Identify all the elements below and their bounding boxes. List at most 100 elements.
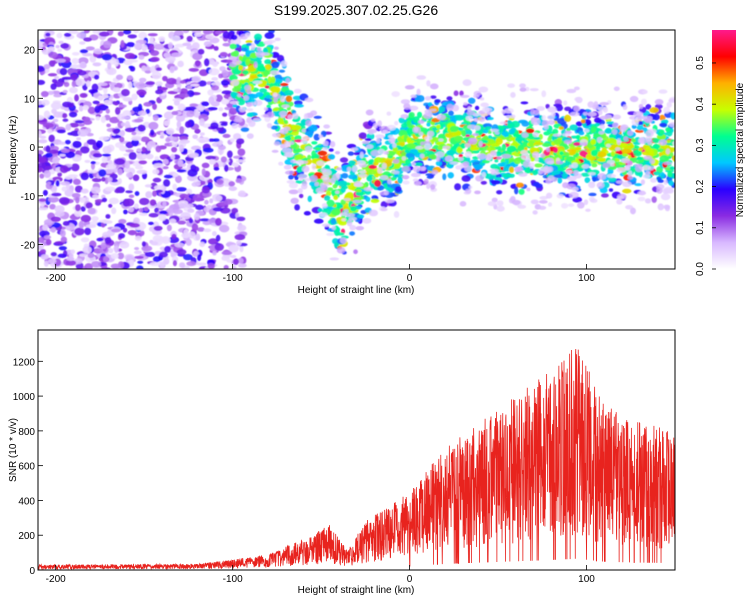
spectrogram-cell (320, 168, 327, 173)
spectrogram-cell (58, 40, 64, 44)
spectrogram-cell (192, 42, 200, 50)
spectrogram-cell (120, 40, 125, 48)
spectrogram-cell (285, 95, 293, 103)
spectrogram-cell (168, 42, 173, 50)
spectrogram-cell (522, 160, 531, 168)
spectrogram-cell (624, 166, 631, 171)
spectrogram-cell (308, 124, 318, 132)
spectrogram-cell (43, 170, 51, 178)
spectrogram-cell (547, 166, 554, 173)
spectrogram-cell (271, 61, 280, 69)
spectrogram-cell (286, 180, 296, 184)
spectrogram-cell (71, 193, 81, 198)
spectrogram-cell (386, 111, 392, 116)
spectrogram-cell (297, 188, 303, 194)
spectrogram-cell (403, 103, 411, 110)
spectrogram-cell (90, 162, 96, 170)
spectrogram-cell (631, 124, 637, 129)
spectrogram-cell (348, 160, 357, 165)
spectrogram-cell (264, 64, 272, 70)
spectrogram-cell (451, 104, 460, 112)
spectrogram-cell (562, 133, 571, 137)
spectrogram-cell (50, 101, 62, 110)
spectrogram-cell (188, 218, 194, 224)
spectrogram-cell (101, 156, 108, 164)
spectrogram-cell (186, 106, 197, 111)
spectrogram-cell (43, 110, 51, 119)
spectrogram-cell (110, 263, 121, 269)
spectrogram-cell (141, 245, 153, 252)
spectrogram-cell (219, 52, 228, 57)
spectrogram-cell (568, 191, 579, 199)
spectrogram-cell (159, 262, 165, 269)
spectrogram-cell (582, 122, 587, 127)
spectrogram-cell (72, 140, 82, 149)
spectrogram-cell (652, 143, 661, 150)
spectrogram-cell (70, 249, 76, 254)
spectrogram-cell (123, 209, 128, 215)
spectrogram-cell (522, 141, 528, 148)
spectrogram-cell (418, 166, 426, 172)
spectrogram-cell (171, 233, 177, 240)
spectrogram-cell (192, 134, 198, 140)
spectrogram-cell (404, 85, 415, 90)
spectrogram-cell (210, 82, 222, 86)
spectrogram-cell (465, 115, 473, 122)
spectrogram-cell (119, 130, 126, 137)
spectrogram-cell (387, 134, 394, 139)
spectrogram-cell (243, 95, 250, 101)
spectrogram-cell (343, 198, 351, 202)
spectrogram-cell (199, 241, 206, 248)
spectrogram-cell (56, 32, 63, 39)
spectrogram-cell (108, 203, 113, 208)
spectrogram-cell (401, 156, 407, 161)
spectrogram-cell (222, 31, 231, 39)
spectrogram-cell (179, 193, 189, 199)
spectrogram-cell (231, 122, 239, 129)
spectrogram-cell (229, 100, 240, 105)
spectrogram-cell (96, 140, 103, 149)
spectrogram-cell (75, 197, 80, 204)
spectrogram-cell (233, 162, 239, 168)
spectrogram-cell (223, 264, 229, 269)
spectrogram-cell (593, 101, 599, 109)
spectrogram-cell (137, 103, 143, 112)
spectrogram-cell (228, 107, 238, 115)
y-tick-label: 600 (18, 462, 35, 473)
spectrogram-cell (44, 165, 53, 170)
spectrogram-cell (547, 119, 556, 125)
spectrogram-cell (447, 150, 456, 155)
spectrogram-cell (449, 125, 459, 133)
spectrogram-cell (260, 10, 269, 17)
spectrogram-cell (510, 114, 516, 119)
spectrogram-cell (201, 186, 210, 194)
spectrogram-cell (163, 120, 170, 127)
spectrogram-cell (474, 190, 481, 195)
colorbar-tick-label: 0.2 (695, 179, 706, 193)
spectrogram-cell (663, 106, 671, 114)
spectrogram-cell (377, 120, 382, 127)
spectrogram-cell (334, 190, 340, 195)
spectrogram-cell (47, 90, 55, 95)
spectrogram-cell (106, 123, 111, 128)
spectrogram-cell (246, 42, 253, 46)
spectrogram-cell (406, 120, 412, 126)
spectrogram-cell (171, 52, 182, 58)
spectrogram-cell (266, 19, 270, 23)
spectrogram-cell (579, 150, 587, 157)
spectrogram-cell (270, 51, 280, 59)
spectrogram-cell (128, 65, 134, 69)
spectrogram-cell (65, 123, 72, 131)
spectrogram-cell (294, 204, 301, 211)
spectrogram-cell (47, 73, 58, 77)
spectrogram-cell (87, 252, 95, 259)
spectrogram-cell (64, 79, 69, 83)
spectrogram-cell (48, 149, 60, 154)
spectrogram-cell (53, 111, 63, 118)
spectrogram-cell (238, 190, 246, 198)
spectrogram-cell (400, 114, 409, 119)
spectrogram-cell (238, 55, 243, 61)
spectrogram-cell (653, 171, 660, 176)
spectrogram-cell (413, 126, 419, 133)
